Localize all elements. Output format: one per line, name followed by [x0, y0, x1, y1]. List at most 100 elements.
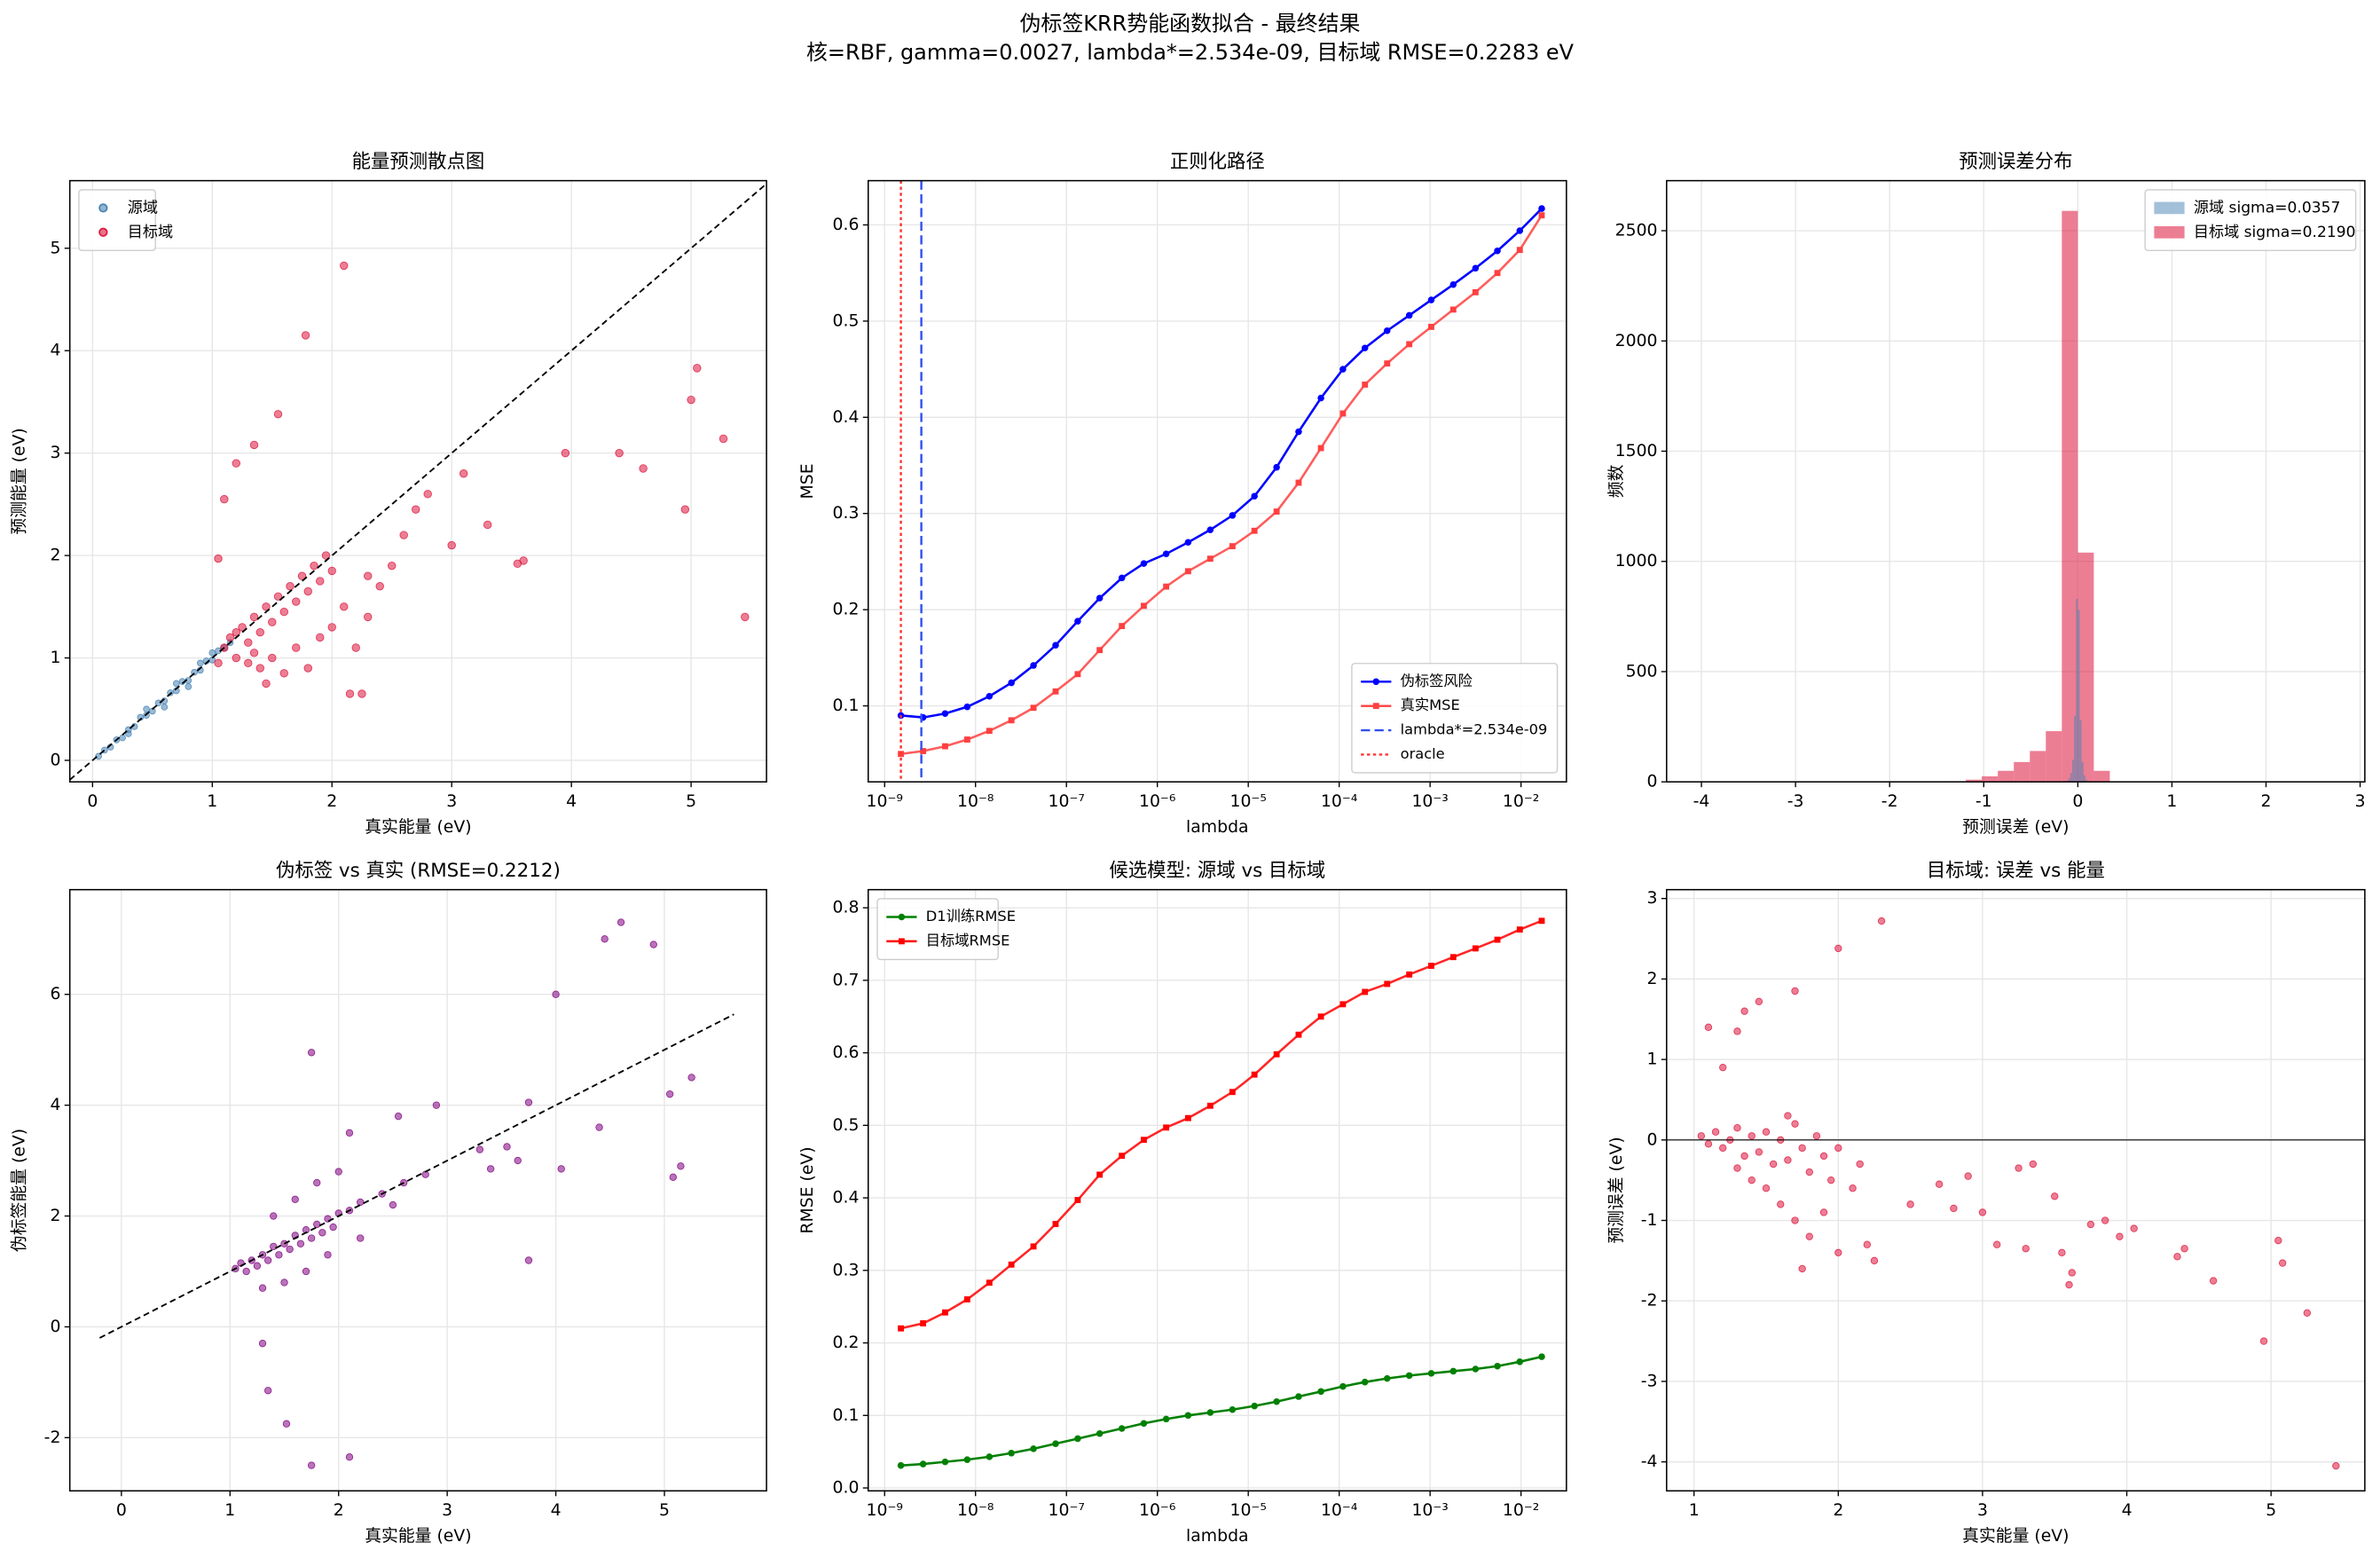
line-marker	[1184, 1412, 1192, 1420]
x-tick-label: 10⁻⁵	[1229, 1501, 1266, 1520]
line-marker	[1317, 445, 1324, 452]
line-marker	[1030, 662, 1037, 669]
scatter-point	[292, 597, 301, 606]
scatter-point	[282, 1420, 291, 1428]
line-marker	[1074, 671, 1081, 678]
line-marker	[1383, 1374, 1391, 1382]
y-axis-label: RMSE (eV)	[798, 1146, 817, 1233]
scatter-point	[185, 683, 192, 690]
x-tick-label: 4	[551, 1501, 562, 1520]
line-marker	[1119, 623, 1126, 630]
scatter-point	[268, 653, 277, 663]
scatter-point	[389, 1200, 397, 1209]
scatter-point	[475, 1145, 484, 1153]
scatter-point	[2065, 1280, 2073, 1289]
scatter-point	[1704, 1023, 1713, 1032]
scatter-point	[595, 1123, 603, 1131]
y-tick-label: 0.6	[833, 1043, 860, 1062]
line-marker	[1184, 1114, 1191, 1121]
line-marker	[1295, 1031, 1302, 1038]
scatter-point	[513, 559, 522, 569]
scatter-point	[1812, 1132, 1821, 1140]
scatter-point	[1748, 1176, 1756, 1184]
scatter-point	[399, 531, 408, 539]
scatter-point	[124, 730, 132, 737]
line-marker	[1427, 296, 1435, 303]
x-tick-label: 10⁻²	[1503, 1501, 1539, 1520]
scatter-point	[1762, 1128, 1771, 1136]
scatter-point	[292, 643, 301, 652]
scatter-point	[552, 990, 560, 998]
scatter-point	[719, 434, 728, 444]
histogram-bar	[2062, 210, 2078, 783]
scatter-point	[297, 571, 307, 580]
x-tick-label: 10⁻³	[1411, 1501, 1448, 1520]
line-marker	[898, 1325, 905, 1332]
histogram-bar	[2076, 598, 2078, 783]
scatter-point	[214, 554, 223, 563]
legend-box	[1351, 663, 1559, 774]
subplot: 10⁻⁹ 10⁻⁸ 10⁻⁷ 10⁻⁶ 10⁻⁵ 10⁻⁴ 10⁻³ 10⁻² 0.1 0.2 0.…	[798, 151, 1567, 837]
x-tick-label: 10⁻⁹	[867, 1501, 903, 1520]
scatter-point	[329, 1223, 337, 1232]
scatter-point	[258, 1284, 267, 1292]
y-tick-label: 0.5	[833, 311, 860, 330]
subplot: 0 1 2 3 4 5 -2 0 2 4 6 伪标签 vs 真实 (RMSE=0.2212) 真实能量 …	[10, 860, 767, 1546]
scatter-point	[318, 1229, 326, 1237]
scatter-point	[1697, 1132, 1706, 1140]
x-tick-label: 1	[2166, 792, 2177, 811]
legend-marker	[898, 938, 905, 945]
scatter-point	[1748, 1132, 1756, 1140]
legend-box	[2144, 189, 2357, 252]
x-tick-label: 5	[659, 1501, 670, 1520]
line-marker	[1516, 227, 1524, 234]
scatter-point	[1978, 1208, 1987, 1216]
scatter-point	[2101, 1216, 2109, 1224]
y-tick-label: 0.2	[833, 601, 860, 619]
line-marker	[941, 710, 949, 718]
scatter-point	[301, 331, 310, 340]
x-axis-label: 预测误差 (eV)	[1962, 817, 2069, 837]
x-tick-label: -4	[1693, 792, 1710, 811]
scatter-point	[615, 448, 624, 458]
scatter-point	[161, 704, 169, 711]
legend-label: 源域	[128, 199, 158, 216]
scatter-point	[2116, 1232, 2124, 1240]
scatter-point	[394, 1112, 403, 1121]
line-marker	[986, 692, 994, 700]
scatter-point	[2279, 1259, 2287, 1267]
line-marker	[1096, 1429, 1104, 1437]
x-axis-label: lambda	[1186, 1527, 1249, 1546]
scatter-point	[279, 607, 288, 617]
scatter-point	[1733, 1164, 1741, 1172]
line-marker	[963, 703, 971, 711]
scatter-point	[687, 395, 695, 405]
x-tick-label: 10⁻⁷	[1049, 792, 1085, 811]
scatter-point	[388, 561, 397, 571]
y-tick-label: 0	[1647, 773, 1658, 791]
line-marker	[1538, 205, 1545, 212]
scatter-point	[345, 689, 355, 698]
histogram-bar	[2071, 759, 2075, 783]
scatter-point	[423, 490, 432, 499]
scatter-point	[2068, 1269, 2076, 1277]
scatter-point	[327, 623, 336, 632]
line-marker	[1163, 583, 1170, 590]
legend-label: lambda*=2.534e-09	[1401, 721, 1548, 738]
scatter-point	[232, 627, 240, 637]
scatter-point	[242, 1267, 250, 1276]
line-marker	[1406, 971, 1413, 978]
line-marker	[1295, 1393, 1302, 1400]
line-marker	[1361, 1378, 1369, 1386]
scatter-point	[143, 705, 150, 713]
series-line	[900, 208, 1543, 719]
scatter-point	[2130, 1224, 2138, 1232]
scatter-point	[1740, 1007, 1748, 1015]
x-tick-label: 4	[566, 792, 577, 811]
line-marker	[1516, 926, 1523, 933]
line-marker	[1273, 1397, 1280, 1405]
line-marker	[897, 1461, 905, 1469]
scatter-point	[327, 566, 336, 576]
histogram-bar	[2081, 761, 2084, 783]
